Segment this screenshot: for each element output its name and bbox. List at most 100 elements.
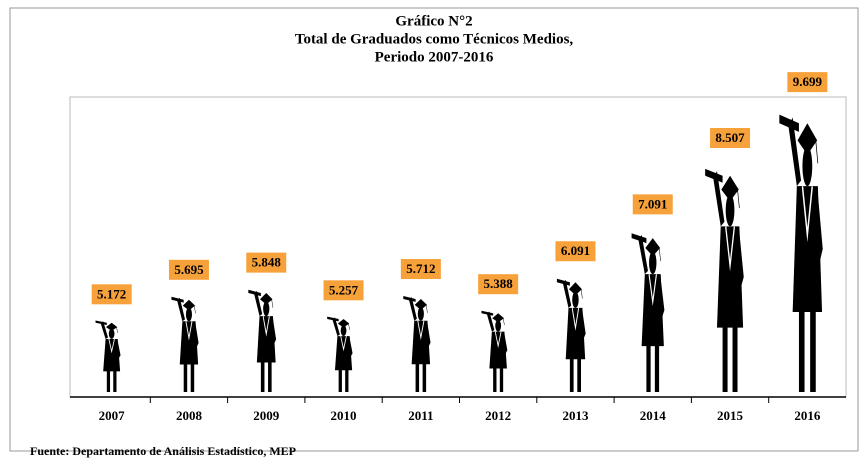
cap <box>337 318 350 328</box>
arm <box>658 274 665 317</box>
leg <box>722 322 728 392</box>
arm <box>193 321 199 347</box>
arm <box>347 336 353 357</box>
head <box>649 251 657 275</box>
value-label-box <box>323 280 364 301</box>
collar <box>494 331 502 349</box>
tassel <box>658 247 661 262</box>
graduate-figure <box>779 114 823 392</box>
value-label: 5.712 <box>406 261 435 276</box>
arm <box>580 307 586 339</box>
diploma <box>95 320 107 325</box>
gown <box>179 321 199 365</box>
x-tick-label: 2007 <box>99 408 126 423</box>
raised-arm <box>713 171 725 227</box>
chart-subtitle: Total de Graduados como Técnicos Medios, <box>295 31 574 47</box>
leg <box>268 360 272 392</box>
raised-arm <box>638 234 648 275</box>
gown <box>792 186 823 312</box>
collar <box>417 320 425 341</box>
diploma <box>481 310 494 316</box>
collar <box>571 307 580 331</box>
graduate-figure <box>556 278 586 392</box>
cap <box>182 299 196 311</box>
leg <box>798 306 805 392</box>
arm <box>115 338 121 359</box>
diploma <box>403 295 416 302</box>
arm <box>814 186 823 261</box>
chart-subtitle: Periodo 2007-2016 <box>375 49 494 65</box>
tassel <box>737 189 740 209</box>
leg <box>260 360 265 392</box>
leg <box>190 362 195 392</box>
diploma <box>171 296 184 303</box>
graduate-figure <box>481 310 508 392</box>
collar <box>108 338 115 354</box>
raised-arm <box>332 317 340 337</box>
value-label-box <box>555 241 596 262</box>
value-label-box <box>246 252 287 273</box>
value-label: 9.699 <box>793 74 823 89</box>
raised-arm <box>100 321 109 339</box>
value-label: 5.848 <box>252 255 282 270</box>
head <box>572 291 579 308</box>
leg <box>415 362 420 392</box>
source-note: Fuente: Departamento de Análisis Estadís… <box>30 444 296 458</box>
tassel <box>580 289 583 299</box>
leg <box>422 362 427 392</box>
collar <box>648 273 657 307</box>
raised-arm <box>788 117 802 187</box>
x-tick-label: 2011 <box>408 408 433 423</box>
raised-arm <box>177 297 186 322</box>
graduate-figure <box>705 168 744 392</box>
graduate-figure <box>403 295 431 392</box>
gown <box>256 316 276 363</box>
graduate-figure <box>95 320 121 392</box>
leg <box>493 366 497 392</box>
leg <box>106 369 111 392</box>
gown <box>716 226 744 328</box>
diploma <box>705 168 723 183</box>
head <box>263 301 270 317</box>
gown <box>103 338 121 372</box>
head <box>417 306 424 321</box>
tassel <box>116 327 118 334</box>
cap <box>492 313 504 323</box>
leg <box>654 342 660 392</box>
value-label: 5.257 <box>329 282 359 297</box>
x-tick-label: 2014 <box>640 408 667 423</box>
head <box>185 307 193 322</box>
tassel <box>425 304 428 313</box>
x-tick-label: 2009 <box>253 408 280 423</box>
graduate-figure <box>327 316 353 392</box>
graduate-figure <box>171 296 199 392</box>
cap <box>106 322 118 331</box>
x-tick-label: 2010 <box>331 408 357 423</box>
value-label-box <box>400 259 441 279</box>
value-label: 8.507 <box>715 130 745 145</box>
gown <box>489 331 507 369</box>
collar <box>340 335 347 352</box>
raised-arm <box>562 279 572 308</box>
x-tick-label: 2015 <box>717 408 744 423</box>
cap <box>259 292 273 305</box>
collar <box>185 320 193 341</box>
head <box>725 194 735 227</box>
tassel <box>193 305 196 314</box>
leg <box>732 322 738 392</box>
value-label-box <box>168 259 209 280</box>
tassel <box>502 318 505 326</box>
arm <box>270 316 277 344</box>
value-label-box <box>91 284 132 305</box>
cap <box>414 298 427 310</box>
cap <box>797 123 818 155</box>
value-label-box <box>787 72 828 93</box>
gown <box>641 274 664 347</box>
leg <box>183 362 188 392</box>
value-label: 6.091 <box>561 243 590 258</box>
gown <box>411 320 431 365</box>
collar <box>262 315 270 337</box>
arm <box>502 331 508 354</box>
gown <box>334 336 353 371</box>
raised-arm <box>486 311 495 332</box>
